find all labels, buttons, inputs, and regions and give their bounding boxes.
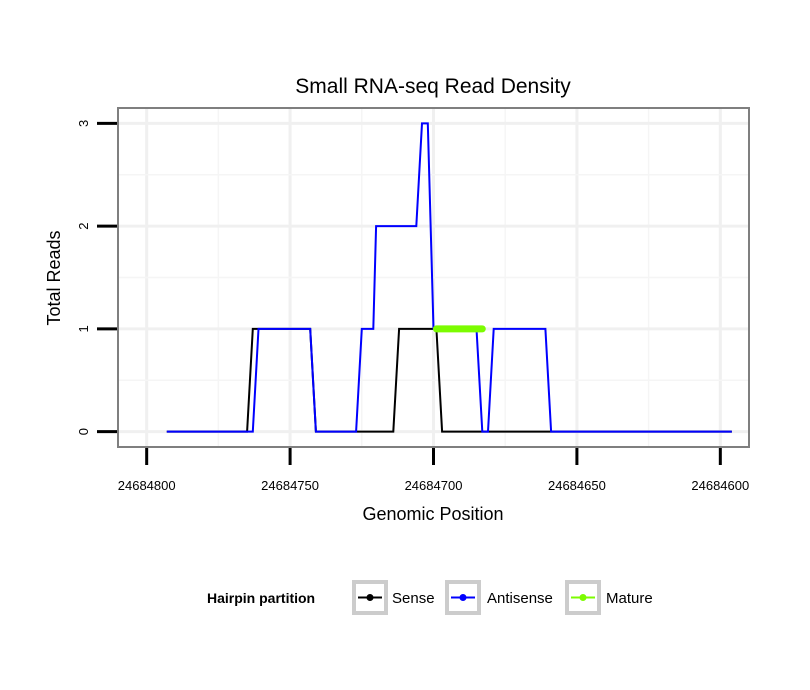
x-tick-label: 24684750 [261, 478, 319, 493]
y-tick-label: 0 [76, 428, 91, 435]
y-tick-label: 1 [76, 325, 91, 332]
x-tick-label: 24684600 [691, 478, 749, 493]
legend-title: Hairpin partition [207, 590, 315, 606]
plot-area: 24684800 24684750 24684700 24684650 24684600… [76, 107, 750, 493]
y-tick-label: 2 [76, 223, 91, 230]
y-axis-title: Total Reads [44, 230, 64, 325]
x-tick-label: 24684800 [118, 478, 176, 493]
x-tick-label: 24684700 [405, 478, 463, 493]
legend: Hairpin partition Sense Antisense Mature [207, 580, 653, 615]
x-axis-title: Genomic Position [362, 504, 503, 524]
legend-label-sense: Sense [392, 590, 435, 607]
legend-key-point [366, 594, 374, 601]
y-tick-label: 3 [76, 120, 91, 127]
panel-border [117, 107, 750, 448]
legend-key-point [579, 594, 587, 601]
legend-label-antisense: Antisense [487, 590, 553, 607]
legend-label-mature: Mature [606, 590, 653, 607]
series-line-antisense [166, 122, 732, 433]
x-tick-label: 24684650 [548, 478, 606, 493]
chart-title: Small RNA-seq Read Density [295, 75, 571, 98]
legend-key-point [459, 594, 467, 601]
